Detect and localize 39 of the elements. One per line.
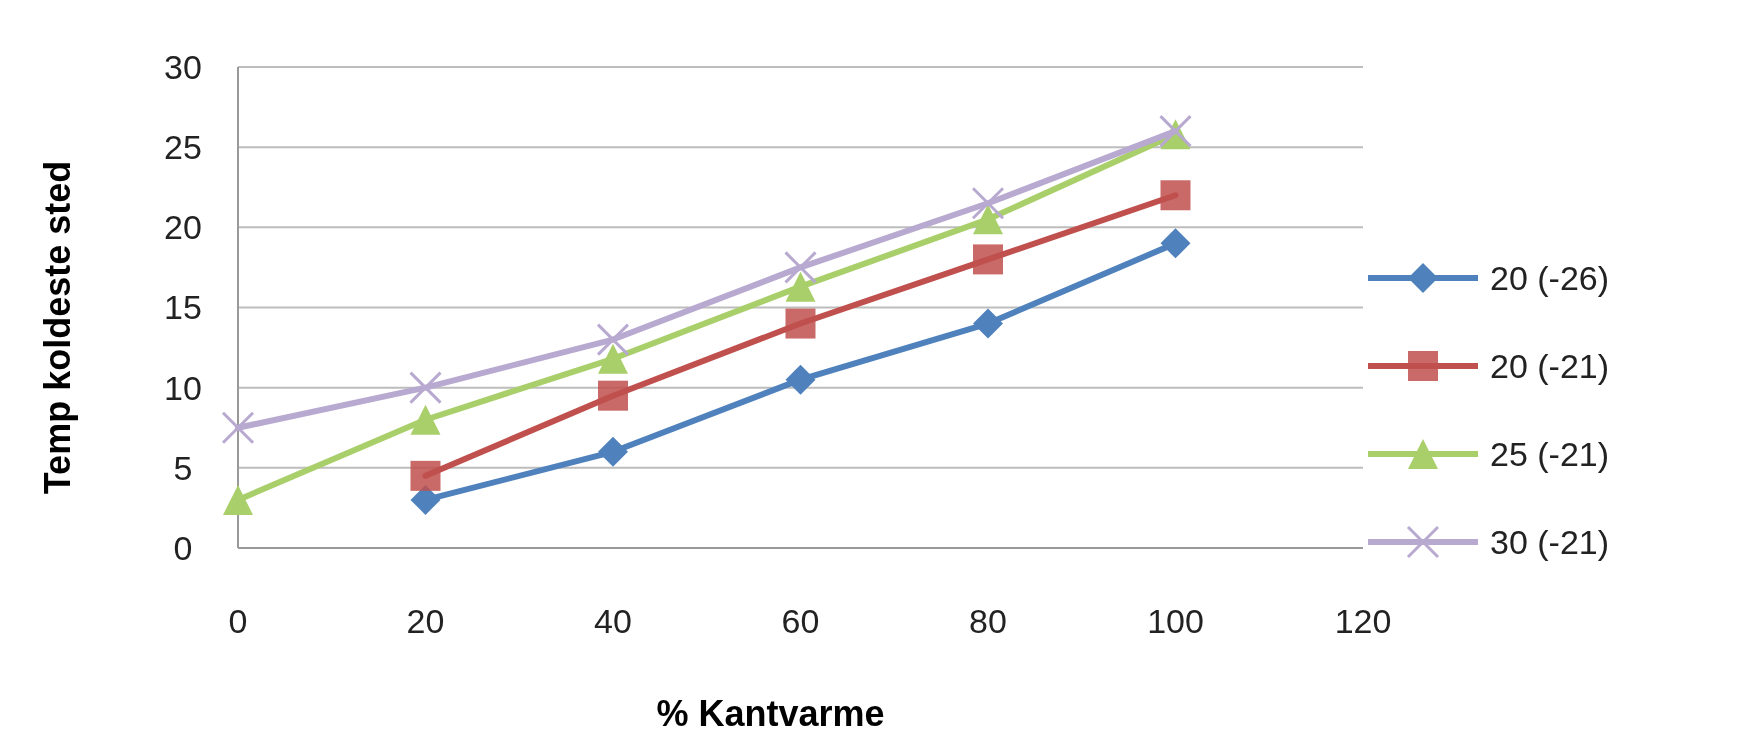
y-tick-label: 10 [164, 368, 202, 407]
point [784, 250, 817, 284]
point [598, 343, 628, 374]
legend-label: 20 (-21) [1490, 346, 1610, 385]
y-tick-label: 5 [173, 448, 193, 487]
legend-label: 25 (-21) [1490, 434, 1610, 473]
point [785, 271, 816, 302]
point [1160, 228, 1191, 259]
x-tick-label: 40 [594, 602, 632, 640]
point [221, 411, 255, 445]
x-axis-title: % Kantvarme [656, 693, 885, 734]
point [410, 460, 441, 491]
x-tick-label: 100 [1147, 602, 1204, 640]
point [598, 436, 628, 467]
point [223, 484, 253, 515]
legend-label: 30 (-21) [1490, 522, 1610, 561]
y-tick-label: 0 [173, 528, 193, 567]
point [598, 380, 628, 411]
point [785, 364, 816, 395]
x-tick-label: 80 [969, 602, 1007, 640]
point [596, 323, 630, 357]
legend-label: 20 (-26) [1490, 258, 1610, 297]
point [409, 371, 442, 405]
point [973, 308, 1003, 339]
x-tick-label: 0 [228, 602, 248, 640]
x-tick-label: 20 [406, 602, 445, 640]
point [973, 244, 1003, 275]
y-tick-label: 30 [164, 47, 202, 86]
point [410, 404, 441, 435]
point [973, 204, 1003, 235]
point [1160, 180, 1191, 211]
point [971, 186, 1005, 220]
y-tick-label: 15 [164, 288, 202, 327]
y-tick-label: 25 [164, 128, 202, 167]
y-tick-label: 20 [164, 208, 202, 247]
y-axis-title: Temp koldeste sted [37, 160, 78, 495]
point [785, 308, 816, 339]
x-tick-label: 60 [781, 602, 820, 640]
x-tick-label: 120 [1334, 602, 1392, 640]
